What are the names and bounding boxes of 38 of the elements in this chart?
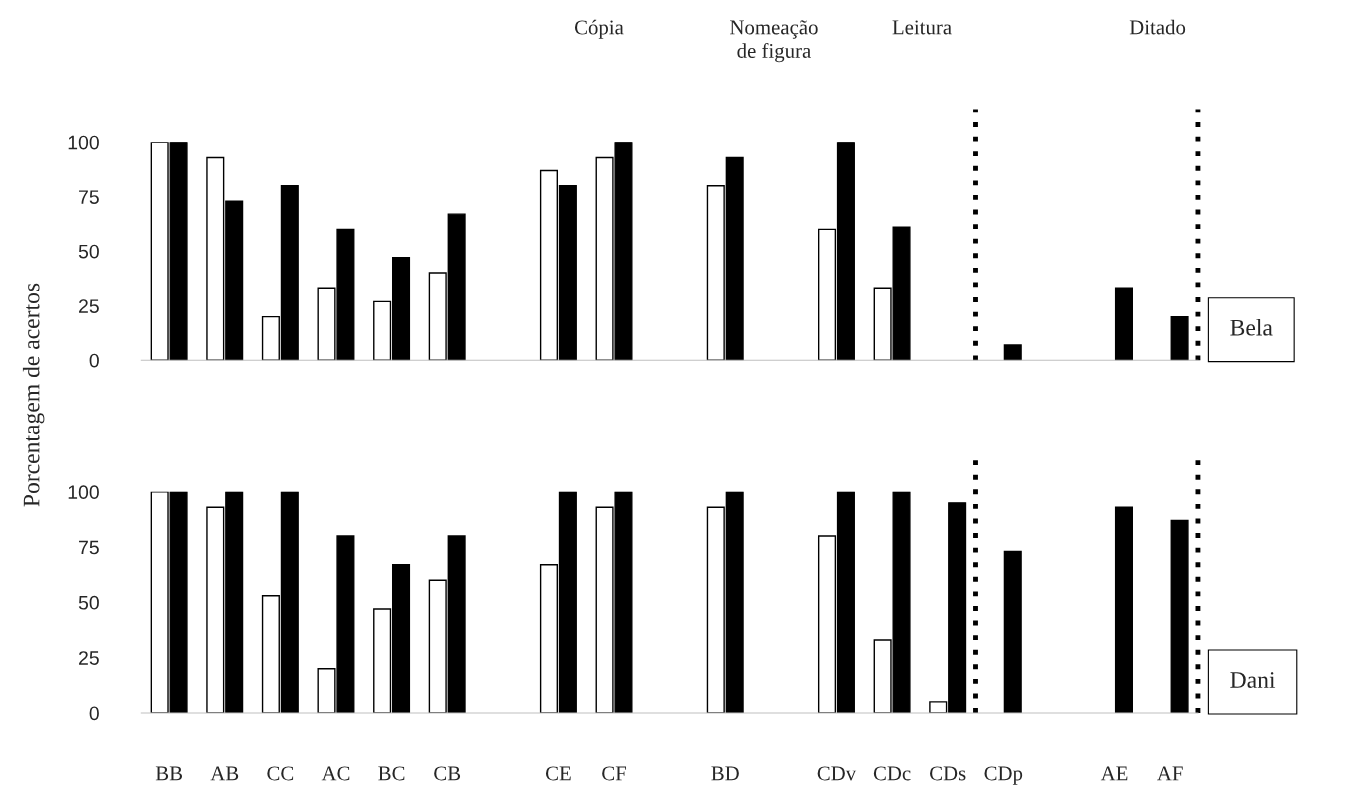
- x-tick-label: BD: [711, 766, 739, 781]
- x-tick-label: CDc: [873, 766, 911, 781]
- y-tick-label: 100: [68, 485, 99, 500]
- text: Bela: [1230, 319, 1273, 336]
- x-tick-label: AB: [210, 766, 239, 781]
- bar: [1003, 344, 1022, 361]
- y-tick-label: 0: [89, 706, 99, 721]
- y-tick-label: 50: [78, 244, 99, 259]
- y-tick-label: 0: [89, 353, 99, 368]
- text: Nomeação de figura: [730, 20, 818, 63]
- bar: [1114, 287, 1134, 361]
- x-tick-label: CDv: [817, 766, 857, 781]
- text: Ditado: [1129, 19, 1186, 35]
- text: Leitura: [892, 20, 952, 35]
- x-tick-label: AE: [1100, 766, 1128, 781]
- text: Cópia: [574, 19, 624, 39]
- x-tick-label: CF: [602, 766, 627, 781]
- bar: [1003, 550, 1022, 713]
- x-tick-label: AC: [321, 766, 350, 781]
- y-tick-label: 75: [79, 190, 99, 204]
- x-tick-label: BC: [378, 766, 405, 781]
- text: Dani: [1230, 672, 1276, 688]
- x-tick-label: CDs: [930, 766, 966, 781]
- x-tick-label: BB: [155, 766, 183, 781]
- y-tick-label: 50: [78, 595, 99, 610]
- x-tick-label: CDp: [984, 766, 1023, 785]
- x-tick-label: CB: [434, 766, 461, 781]
- y-tick-label: 75: [79, 540, 99, 555]
- y-tick-label: 25: [79, 651, 99, 665]
- bar: [1170, 519, 1189, 713]
- bar: [1114, 506, 1134, 713]
- y-tick-label: 25: [79, 299, 99, 313]
- bar: [1170, 315, 1189, 361]
- x-tick-label: CC: [267, 766, 294, 781]
- y-axis-title: Porcentagem de acertos: [22, 283, 45, 507]
- x-tick-label: CE: [545, 766, 571, 781]
- y-tick-label: 100: [68, 135, 99, 150]
- x-tick-label: AF: [1157, 766, 1183, 781]
